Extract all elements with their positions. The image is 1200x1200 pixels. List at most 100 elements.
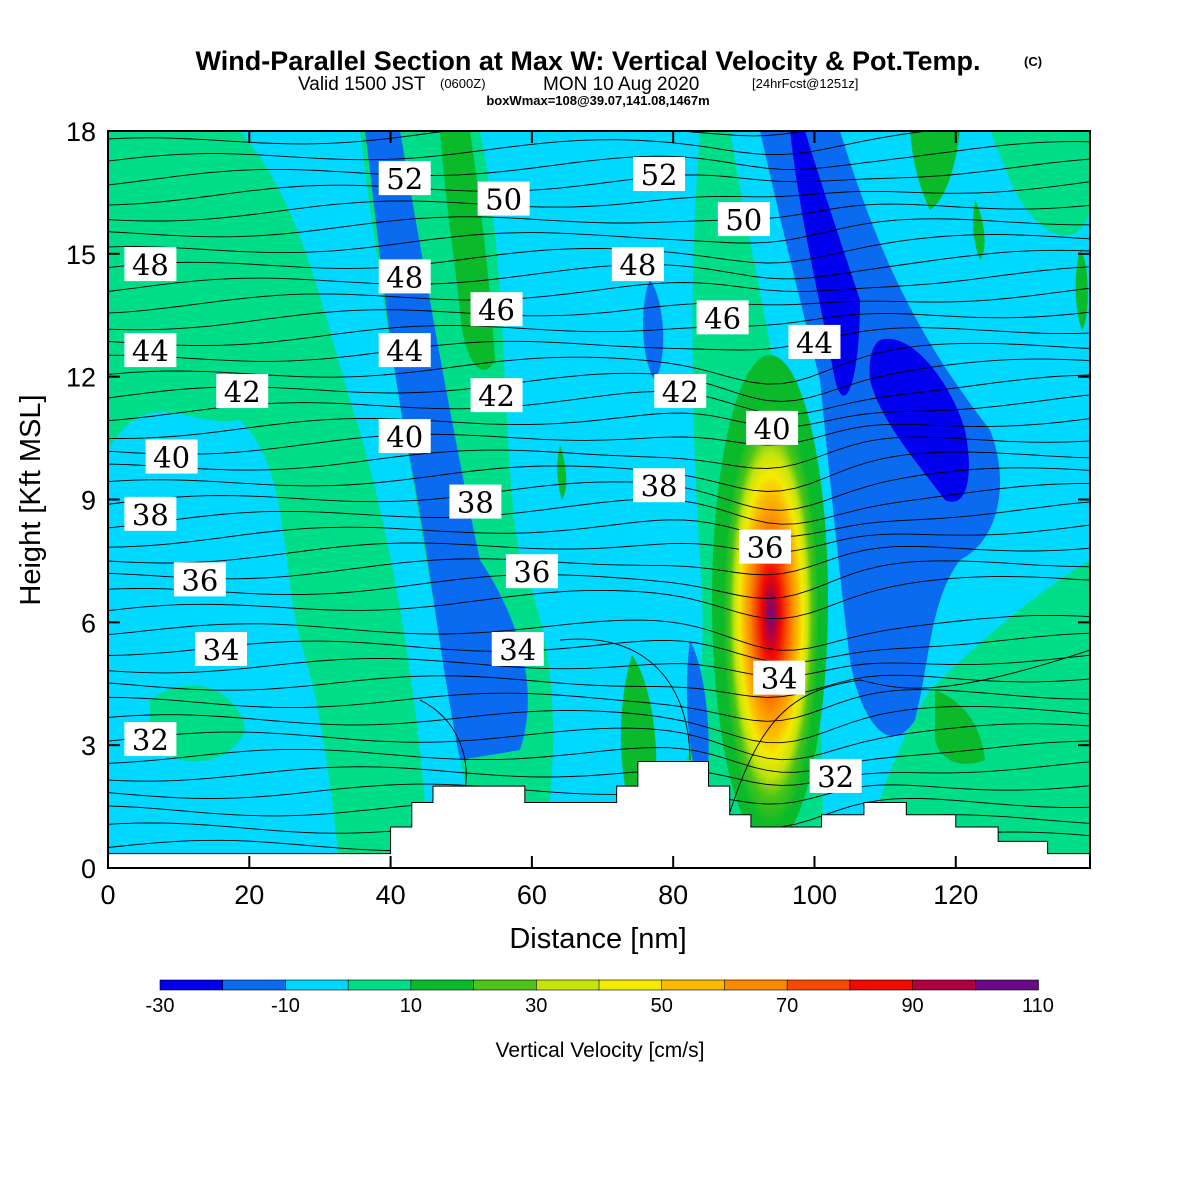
theta-contour-line — [108, 266, 1090, 314]
colorbar-tick-label: -30 — [146, 995, 175, 1017]
contour-label-text: 36 — [181, 563, 218, 597]
theta-contour-line — [108, 576, 1090, 619]
colorbar-tick-label: 30 — [525, 995, 547, 1017]
contour-label-box — [470, 378, 523, 413]
contour-label-text: 48 — [619, 248, 656, 282]
theta-contour-line — [108, 483, 1090, 529]
plot-area: 52 52 50 50 48 48 48 46 46 44 44 44 42 42 42 40 40 40 38 38… — [108, 131, 1090, 868]
contour-label-text: 38 — [457, 486, 494, 520]
contour-label-text: 46 — [478, 293, 515, 327]
theta-contour-label: 34 — [491, 631, 544, 667]
contour-label-box — [633, 468, 686, 503]
contour-label-box — [145, 439, 198, 474]
x-tick-label: 40 — [376, 880, 406, 910]
contour-label-box — [477, 181, 530, 216]
updraft-region — [973, 200, 985, 260]
title-text: Wind-Parallel Section at Max W: Vertical… — [196, 46, 981, 76]
contour-label-box — [378, 259, 431, 294]
contour-label-box — [739, 529, 792, 564]
y-tick-label: 18 — [66, 117, 96, 147]
valid-prefix: Valid 1500 JST — [298, 74, 426, 95]
x-tick-label: 0 — [100, 880, 115, 910]
theta-contour-line — [108, 418, 1090, 455]
colorbar-label: Vertical Velocity [cm/s] — [496, 1039, 705, 1062]
colorbar-swatch — [473, 979, 538, 991]
contour-label-box — [124, 333, 177, 368]
theta-contour-label: 50 — [477, 181, 530, 217]
colorbar-tick-label: -10 — [271, 995, 300, 1017]
theta-contour-line — [108, 394, 1090, 439]
theta-contour-line — [108, 451, 1090, 492]
contour-label-text: 50 — [485, 183, 522, 217]
contour-label-box — [654, 374, 707, 409]
theta-contour-line — [108, 501, 1090, 548]
theta-contour-line — [729, 649, 1090, 813]
colorbar-swatch — [159, 979, 224, 991]
theta-contour-line — [108, 524, 1090, 564]
theta-contour-label: 36 — [173, 562, 226, 597]
contour-label-text: 32 — [817, 760, 854, 794]
y-tick-label: 15 — [66, 240, 96, 270]
contour-label-box — [124, 722, 177, 757]
theta-contour-label: 38 — [449, 484, 502, 520]
contour-label-text: 42 — [662, 375, 699, 409]
theta-contour-line — [108, 467, 1090, 511]
colorbar-swatch — [912, 979, 977, 991]
theta-contour-line — [108, 740, 1090, 773]
valid-utc: (0600Z) — [440, 76, 486, 91]
x-tick-label: 80 — [658, 880, 688, 910]
contour-label-text: 38 — [132, 498, 169, 532]
theta-contour-line — [419, 699, 467, 791]
theta-contour-label: 42 — [654, 374, 707, 409]
contour-label-text: 48 — [386, 260, 423, 294]
theta-contour-label: 50 — [717, 202, 770, 237]
contour-label-box — [124, 247, 177, 282]
contour-label-text: 38 — [641, 469, 678, 503]
updraft-region — [557, 445, 567, 500]
theta-contour-line — [108, 705, 1090, 744]
theta-contour-label: 42 — [216, 374, 269, 409]
contour-label-text: 48 — [132, 248, 169, 282]
theta-contour-labels: 52 52 50 50 48 48 48 46 46 44 44 44 42 42 42 40 40 40 38 38… — [124, 157, 862, 794]
contour-label-box — [753, 660, 806, 695]
contour-label-box — [470, 292, 523, 327]
colorbar-swatch — [347, 979, 412, 991]
theta-contour-label: 44 — [124, 333, 177, 368]
theta-contour-label: 44 — [788, 324, 841, 360]
neutral-region — [990, 131, 1090, 236]
theta-contour-label: 36 — [505, 554, 558, 589]
colorbar-swatch — [974, 979, 1039, 991]
contour-label-box — [449, 484, 502, 519]
y-tick-label: 6 — [81, 608, 96, 638]
theta-contour-label: 40 — [378, 419, 431, 454]
contour-label-text: 42 — [478, 379, 515, 413]
theta-contour-line — [108, 141, 1090, 186]
theta-contour-label: 40 — [746, 410, 799, 446]
y-tick-label: 3 — [81, 731, 96, 761]
contour-label-box — [717, 202, 770, 237]
contour-label-text: 46 — [704, 301, 741, 335]
contour-label-text: 40 — [153, 441, 190, 475]
theta-contour-label: 32 — [809, 758, 862, 794]
colorbar-swatch — [786, 979, 851, 991]
theta-contour-label: 36 — [739, 529, 792, 565]
x-tick-label: 120 — [933, 880, 978, 910]
theta-contour-line — [108, 181, 1090, 222]
colorbar-tick-label: 70 — [776, 995, 798, 1017]
contour-label-box — [216, 374, 269, 409]
colorbar: -30 -10 10 30 50 70 90 110 — [146, 979, 1054, 1017]
downdraft-region — [240, 131, 480, 868]
y-tick-label: 9 — [81, 486, 96, 516]
contour-label-text: 36 — [513, 555, 550, 589]
boxwmax-label: boxWmax=108@39.07,141.08,1467m — [486, 93, 709, 108]
contour-label-box — [505, 554, 558, 589]
theta-contour-label: 46 — [470, 292, 523, 327]
theta-contour-line — [108, 311, 1090, 346]
theta-contour-line — [108, 783, 1090, 805]
theta-contour-line — [108, 342, 1090, 385]
updraft-region — [1075, 250, 1088, 330]
colorbar-swatch — [598, 979, 663, 991]
theta-contour-line — [108, 560, 1090, 599]
